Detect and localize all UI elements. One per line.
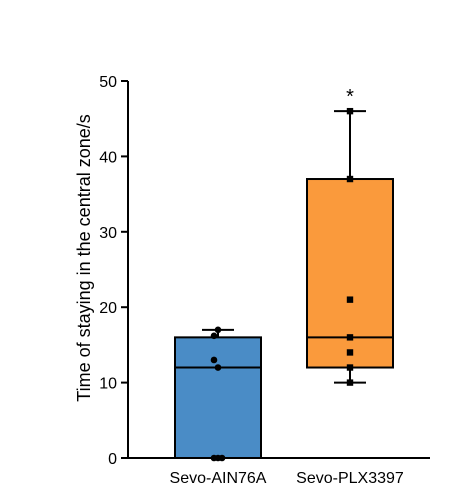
y-ticks: 0 10 20 30 40 50 — [99, 74, 128, 468]
data-point — [210, 332, 218, 340]
data-point — [346, 175, 354, 183]
data-point — [346, 107, 354, 115]
data-point — [214, 364, 222, 371]
y-tick-label: 20 — [99, 300, 117, 317]
y-tick-label: 0 — [108, 451, 117, 468]
data-point — [346, 364, 354, 371]
category-labels: Sevo-AIN76A Sevo-PLX3397 — [170, 470, 404, 487]
y-axis-title: Time of staying in the central zone/s — [74, 114, 94, 401]
data-point — [346, 296, 354, 303]
data-point — [214, 326, 222, 334]
boxes: * — [174, 86, 394, 459]
data-point — [346, 334, 354, 341]
category-label: Sevo-AIN76A — [170, 470, 267, 487]
box-1 — [174, 336, 262, 459]
y-tick-label: 30 — [99, 225, 117, 242]
significance-marker: * — [346, 86, 354, 108]
data-point — [218, 454, 226, 462]
data-points — [210, 107, 354, 462]
y-tick-label: 10 — [99, 376, 117, 393]
data-point — [346, 379, 354, 386]
y-tick-label: 40 — [99, 149, 117, 166]
data-point — [346, 349, 354, 356]
category-label: Sevo-PLX3397 — [296, 470, 404, 487]
y-tick-label: 50 — [99, 74, 117, 91]
data-point — [210, 356, 218, 364]
